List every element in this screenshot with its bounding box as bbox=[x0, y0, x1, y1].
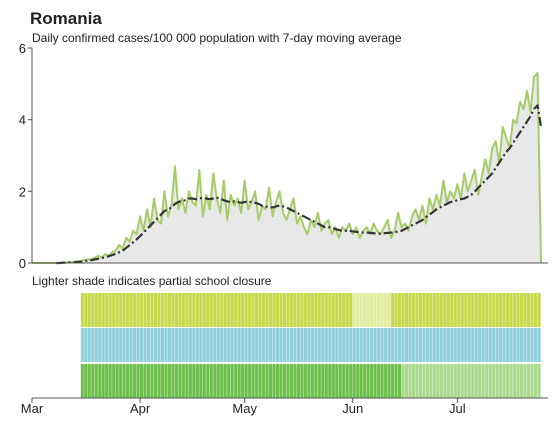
y-tick-label: 4 bbox=[19, 113, 26, 128]
annotation: Lighter shade indicates partial school c… bbox=[32, 274, 272, 288]
x-tick-label: Mar bbox=[21, 401, 44, 416]
closure-stripes bbox=[352, 293, 392, 327]
chart-subtitle: Daily confirmed cases/100 000 population… bbox=[32, 31, 402, 45]
closure-stripes bbox=[401, 364, 542, 398]
y-tick-label: 0 bbox=[19, 256, 26, 271]
area bbox=[32, 72, 542, 264]
series-line bbox=[32, 72, 543, 264]
closure-stripes bbox=[80, 293, 353, 327]
x-tick-label: Apr bbox=[130, 401, 151, 416]
closure-stripes bbox=[80, 364, 402, 398]
x-tick-label: Jun bbox=[342, 401, 363, 416]
x-tick-label: May bbox=[232, 401, 257, 416]
closure-stripes bbox=[80, 328, 542, 362]
series-line bbox=[56, 104, 543, 265]
y-tick-label: 2 bbox=[19, 184, 26, 199]
chart-title: Romania bbox=[30, 9, 102, 28]
closure-stripes bbox=[391, 293, 542, 327]
x-tick-label: Jul bbox=[449, 401, 466, 416]
y-tick-label: 6 bbox=[19, 41, 26, 56]
